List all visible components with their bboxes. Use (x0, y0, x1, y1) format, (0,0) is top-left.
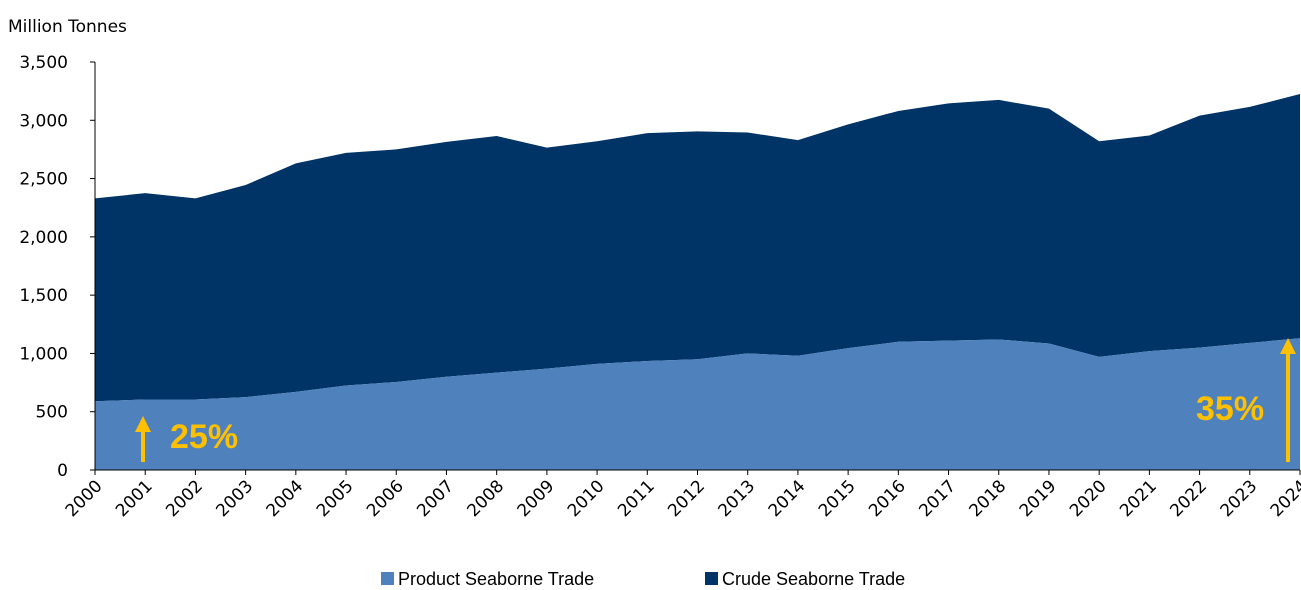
x-tick-label: 2015 (815, 476, 860, 521)
x-tick-label: 2024 (1267, 476, 1301, 521)
x-tick-label: 2014 (765, 476, 810, 521)
y-tick-label: 1,500 (19, 286, 68, 306)
y-tick-label: 2,000 (19, 228, 68, 248)
legend-swatch-crude (705, 572, 718, 585)
x-tick-label: 2006 (363, 476, 408, 521)
legend: Product Seaborne Trade Crude Seaborne Tr… (381, 569, 905, 589)
legend-label-crude: Crude Seaborne Trade (722, 569, 905, 589)
x-tick-label: 2001 (112, 476, 157, 521)
x-tick-label: 2005 (313, 476, 358, 521)
annotation-25pct: 25% (135, 416, 238, 462)
y-axis-unit-label: Million Tonnes (8, 17, 127, 37)
y-axis: 0 500 1,000 1,500 2,000 2,500 3,000 3,500 (19, 53, 96, 481)
y-tick-label: 1,000 (19, 344, 68, 364)
arrow-head-icon (1280, 338, 1296, 354)
area-crude-seaborne-trade (95, 94, 1300, 402)
annotation-35pct: 35% (1196, 338, 1296, 462)
x-tick-label: 2013 (715, 476, 760, 521)
x-tick-label: 2021 (1116, 476, 1161, 521)
x-tick-label: 2017 (915, 476, 960, 521)
x-tick-label: 2011 (614, 476, 659, 521)
x-tick-label: 2019 (1016, 476, 1061, 521)
x-tick-label: 2010 (564, 476, 609, 521)
y-tick-label: 500 (36, 403, 68, 423)
x-tick-label: 2016 (865, 476, 910, 521)
annotation-25-text: 25% (170, 418, 238, 456)
x-tick-label: 2000 (62, 476, 107, 521)
annotation-35-text: 35% (1196, 390, 1264, 428)
x-tick-label: 2023 (1217, 476, 1262, 521)
x-tick-label: 2012 (664, 476, 709, 521)
x-tick-label: 2004 (263, 476, 308, 521)
x-tick-label: 2002 (162, 476, 207, 521)
x-tick-label: 2020 (1066, 476, 1111, 521)
x-tick-label: 2007 (413, 476, 458, 521)
x-tick-label: 2009 (514, 476, 559, 521)
area-product-seaborne-trade (95, 338, 1300, 470)
legend-swatch-product (381, 572, 394, 585)
y-tick-label: 3,500 (19, 53, 68, 73)
x-tick-label: 2022 (1166, 476, 1211, 521)
x-axis: 2000 2001 2002 2003 2004 2005 2006 2007 2008 2009… (62, 469, 1301, 521)
x-tick-label: 2018 (966, 476, 1011, 521)
y-tick-label: 3,000 (19, 111, 68, 131)
area-layer (95, 94, 1300, 470)
x-tick-label: 2008 (463, 476, 508, 521)
x-tick-label: 2003 (212, 476, 257, 521)
y-tick-label: 0 (57, 461, 68, 481)
arrow-head-icon (135, 416, 151, 432)
legend-label-product: Product Seaborne Trade (398, 569, 594, 589)
y-tick-label: 2,500 (19, 170, 68, 190)
